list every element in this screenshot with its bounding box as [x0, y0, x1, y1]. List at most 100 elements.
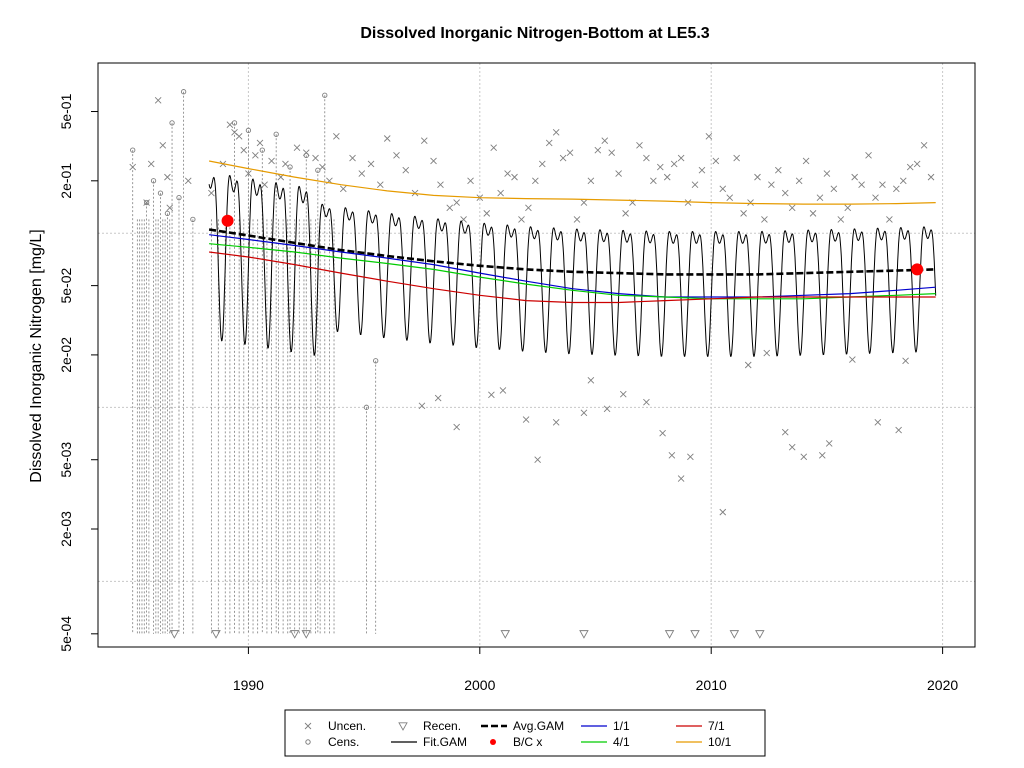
uncensored-point	[643, 154, 650, 162]
censored-point	[287, 164, 293, 170]
uncensored-point	[418, 402, 426, 410]
recensored-point	[500, 630, 511, 639]
legend-label: 7/1	[708, 719, 725, 733]
legend-label: 4/1	[613, 735, 630, 749]
x-tick-label: 2010	[696, 677, 727, 693]
recensored-point	[579, 630, 589, 639]
y-tick-label: 5e-01	[58, 93, 74, 129]
uncensored-point	[874, 418, 882, 426]
uncensored-point	[754, 173, 761, 181]
censored-point	[273, 131, 279, 137]
uncensored-point	[552, 418, 560, 426]
uncensored-point	[293, 144, 301, 151]
uncensored-point	[768, 181, 775, 189]
uncensored-point	[668, 451, 676, 459]
uncensored-point	[872, 194, 879, 201]
uncensored-point	[733, 154, 740, 162]
uncensored-point	[453, 423, 460, 431]
legend-item: Recen.	[398, 719, 461, 733]
recensored-point	[664, 630, 675, 639]
series-1-1	[209, 234, 936, 298]
uncensored-point	[573, 216, 581, 223]
uncensored-point	[483, 210, 491, 217]
uncensored-point	[719, 508, 727, 516]
uncensored-point	[823, 170, 831, 177]
uncensored-point	[895, 426, 902, 434]
uncensored-point	[580, 199, 588, 206]
censored-point	[157, 190, 164, 196]
uncensored-point	[677, 154, 685, 162]
uncensored-point	[538, 160, 546, 168]
legend-label: 10/1	[708, 735, 732, 749]
uncensored-point	[446, 204, 454, 212]
uncensored-point	[282, 160, 289, 168]
uncensored-point	[166, 204, 174, 212]
uncensored-point	[800, 453, 808, 461]
uncensored-point	[240, 146, 248, 154]
uncensored-point	[504, 170, 511, 177]
uncensored-point	[226, 121, 234, 129]
uncensored-point	[383, 135, 391, 142]
censored-point	[150, 178, 157, 184]
censored-point	[373, 358, 379, 364]
uncensored-point	[256, 139, 264, 147]
uncensored-point	[499, 387, 507, 394]
y-tick-label: 5e-03	[58, 442, 74, 478]
uncensored-point	[511, 173, 518, 181]
uncensored-point	[339, 185, 347, 193]
uncensored-point	[844, 204, 852, 212]
censored-point	[130, 147, 136, 153]
recensored-point	[169, 630, 180, 639]
legend: Uncen. Cens. Recen. Fit.GAM Avg.GAM B/C x 1/1 4…	[284, 709, 766, 757]
series-4-1	[209, 243, 936, 300]
uncensored-point	[154, 96, 162, 104]
legend-item: 4/1	[581, 735, 630, 749]
uncensored-point	[747, 199, 754, 206]
uncensored-point	[349, 154, 356, 162]
uncensored-point	[893, 185, 900, 193]
legend-item: 1/1	[581, 719, 630, 733]
uncensored-point	[587, 177, 595, 185]
y-tick-label: 2e-01	[58, 163, 74, 199]
uncensored-point	[795, 177, 803, 185]
uncensored-point	[129, 163, 137, 171]
uncensored-point	[147, 160, 155, 168]
uncensored-point	[712, 157, 720, 165]
uncensored-point	[497, 189, 504, 197]
series-avg-gam	[208, 228, 936, 276]
uncensored-point	[865, 152, 872, 159]
uncensored-point	[545, 139, 553, 147]
legend-label: 1/1	[613, 719, 630, 733]
recensored-point	[690, 630, 700, 639]
uncensored-point	[761, 216, 768, 223]
legend-circle-icon	[305, 739, 311, 745]
uncensored-point	[851, 173, 858, 181]
uncensored-point	[920, 141, 928, 149]
uncensored-point	[490, 144, 498, 151]
recensored-point	[289, 630, 300, 639]
uncensored-point	[902, 357, 909, 365]
legend-label: Uncen.	[328, 719, 366, 733]
legend-item: Cens.	[305, 735, 359, 749]
uncensored-point	[816, 194, 824, 201]
uncensored-point	[437, 181, 444, 189]
series-7-1	[209, 251, 936, 304]
uncensored-point	[719, 185, 727, 193]
uncensored-point	[402, 166, 410, 174]
x-tick-label: 1990	[233, 677, 264, 693]
uncensored-point	[899, 177, 907, 185]
uncensored-point	[781, 428, 789, 436]
legend-dot-icon	[490, 739, 496, 745]
uncensored-point	[333, 133, 340, 140]
censored-point	[180, 89, 187, 95]
uncensored-point	[849, 356, 856, 363]
legend-item: 10/1	[676, 735, 732, 749]
legend-label: Recen.	[423, 719, 461, 733]
bc-point	[221, 214, 234, 227]
uncensored-point	[615, 170, 622, 177]
uncensored-point	[788, 443, 796, 451]
recensored-point	[301, 630, 312, 639]
grid	[98, 63, 975, 647]
uncensored-point	[420, 137, 428, 145]
